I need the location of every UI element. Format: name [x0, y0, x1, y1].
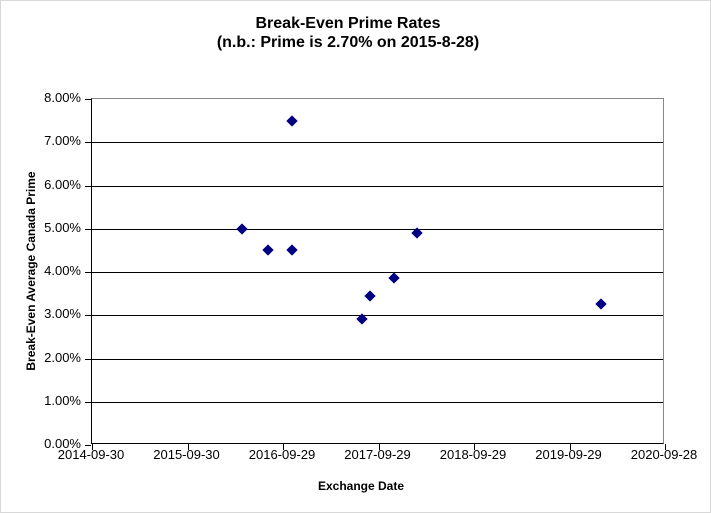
data-point [595, 297, 608, 310]
x-tick-label: 2017-09-29 [344, 447, 411, 462]
x-tick-label: 2014-09-30 [57, 447, 125, 462]
x-tick-label: 2016-09-29 [248, 447, 316, 462]
data-point [364, 290, 377, 302]
y-axis-tick [85, 401, 91, 403]
x-tick-label: 2018-09-29 [439, 447, 507, 462]
y-tick-label: 0.00% [44, 436, 81, 451]
x-axis-title: Exchange Date [317, 479, 405, 493]
y-axis-tick [85, 185, 91, 187]
y-tick-label: 6.00% [44, 176, 81, 192]
gridline [92, 142, 663, 144]
gridline [92, 228, 663, 230]
data-point [261, 243, 274, 256]
x-tick-label: 2020-09-28 [630, 447, 698, 462]
y-axis-tick [85, 272, 91, 273]
y-tick-label: 1.00% [44, 392, 81, 408]
x-tick-label: 2015-09-30 [153, 447, 220, 462]
plot-area [85, 98, 666, 450]
y-tick-label: 3.00% [44, 306, 81, 322]
x-axis-tick [569, 444, 571, 450]
x-axis-tick [378, 444, 380, 450]
data-point [236, 223, 248, 235]
y-tick-label: 5.00% [44, 219, 81, 235]
gridline [92, 315, 663, 317]
y-tick-label: 8.00% [44, 90, 81, 105]
y-axis-tick [85, 445, 91, 446]
chart-title-block: Break-Even Prime Rates (n.b.: Prime is 2… [1, 14, 695, 52]
x-axis-tick [665, 444, 666, 450]
gridline [92, 185, 663, 187]
data-point [285, 243, 298, 256]
data-point [285, 114, 298, 127]
chart-subtitle: (n.b.: Prime is 2.70% on 2015-8-28) [216, 34, 480, 51]
y-axis-tick [85, 99, 91, 100]
gridline [92, 401, 663, 403]
gridline [92, 358, 663, 360]
x-axis-tick [283, 444, 284, 450]
x-axis-tick [92, 444, 93, 450]
y-axis-tick [85, 142, 91, 144]
y-axis-tick [85, 358, 91, 360]
x-axis-tick [474, 444, 475, 450]
y-tick-label: 4.00% [44, 263, 81, 278]
gridline [92, 272, 663, 273]
x-tick-label: 2019-09-29 [535, 447, 602, 462]
y-tick-label: 7.00% [44, 133, 81, 149]
data-point [388, 272, 401, 285]
x-axis-tick [187, 444, 189, 450]
y-tick-label: 2.00% [44, 349, 81, 365]
y-axis-tick [85, 228, 91, 230]
chart-title: Break-Even Prime Rates [255, 15, 441, 32]
y-axis-tick [85, 315, 91, 317]
